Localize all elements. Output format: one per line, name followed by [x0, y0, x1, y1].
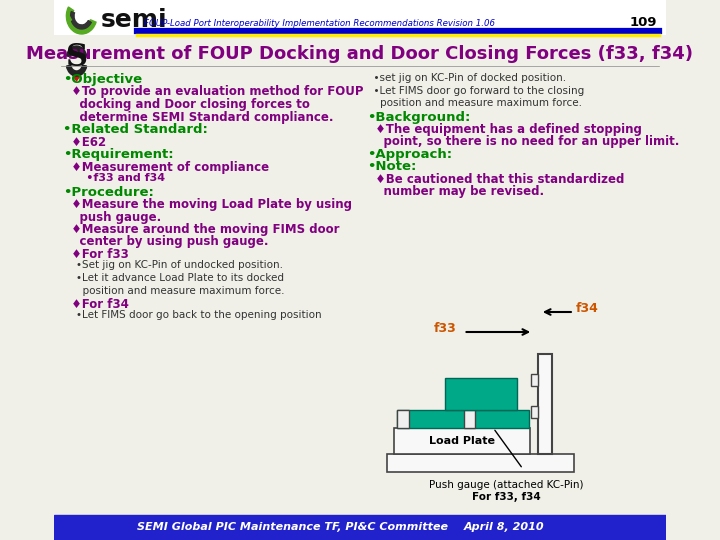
Bar [531, 374, 539, 386]
Text: f34: f34 [575, 302, 598, 315]
Wedge shape [66, 7, 96, 34]
Text: ♦For f34: ♦For f34 [63, 298, 129, 311]
Text: ♦Measure around the moving FIMS door: ♦Measure around the moving FIMS door [63, 223, 340, 236]
Text: •Procedure:: •Procedure: [63, 186, 154, 199]
Text: •set jig on KC-Pin of docked position.: •set jig on KC-Pin of docked position. [366, 73, 566, 83]
Text: semi: semi [100, 8, 167, 32]
Bar [55, 515, 665, 540]
Text: For f33, f34: For f33, f34 [472, 492, 540, 502]
Text: •f33 and f34: •f33 and f34 [63, 173, 165, 183]
Text: SEMI Global PIC Maintenance TF, PI&C Committee: SEMI Global PIC Maintenance TF, PI&C Com… [137, 523, 448, 532]
Wedge shape [71, 11, 91, 29]
Wedge shape [66, 46, 86, 57]
Text: ♦The equipment has a defined stopping: ♦The equipment has a defined stopping [366, 123, 642, 136]
Text: •Let it advance Load Plate to its docked: •Let it advance Load Plate to its docked [63, 273, 284, 283]
Text: push gauge.: push gauge. [63, 211, 161, 224]
Text: •Objective: •Objective [63, 73, 142, 86]
Text: docking and Door closing forces to: docking and Door closing forces to [63, 98, 310, 111]
Text: Load Plate: Load Plate [429, 436, 495, 446]
Bar [445, 378, 517, 410]
Text: •Related Standard:: •Related Standard: [63, 123, 208, 136]
Text: ♦E62: ♦E62 [63, 136, 106, 148]
Text: center by using push gauge.: center by using push gauge. [63, 235, 269, 248]
Text: position and measure maximum force.: position and measure maximum force. [366, 98, 582, 108]
Bar [397, 410, 409, 428]
Text: FOUP-Load Port Interoperability Implementation Recommendations Revision 1.06: FOUP-Load Port Interoperability Implemen… [143, 18, 495, 28]
Text: ♦Be cautioned that this standardized: ♦Be cautioned that this standardized [366, 173, 624, 186]
Text: position and measure maximum force.: position and measure maximum force. [63, 286, 284, 295]
Bar [464, 410, 475, 428]
Bar [387, 454, 574, 472]
Text: number may be revised.: number may be revised. [366, 186, 544, 199]
Text: ♦Measurement of compliance: ♦Measurement of compliance [63, 160, 269, 173]
Bar [531, 406, 539, 418]
Text: •Requirement:: •Requirement: [63, 148, 174, 161]
Text: S: S [66, 42, 88, 72]
Bar [397, 410, 529, 428]
Bar [55, 0, 665, 35]
Text: determine SEMI Standard compliance.: determine SEMI Standard compliance. [63, 111, 333, 124]
Polygon shape [70, 72, 84, 82]
Text: f33: f33 [434, 322, 456, 335]
Text: •Let FIMS door go forward to the closing: •Let FIMS door go forward to the closing [366, 85, 584, 96]
Bar [539, 354, 552, 454]
Text: point, so there is no need for an upper limit.: point, so there is no need for an upper … [366, 136, 679, 148]
Text: Measurement of FOUP Docking and Door Closing Forces (f33, f34): Measurement of FOUP Docking and Door Clo… [27, 45, 693, 63]
Text: ♦Measure the moving Load Plate by using: ♦Measure the moving Load Plate by using [63, 198, 352, 211]
Text: •Approach:: •Approach: [366, 148, 452, 161]
Bar [394, 428, 530, 454]
Text: •Note:: •Note: [366, 160, 416, 173]
Text: •Set jig on KC-Pin of undocked position.: •Set jig on KC-Pin of undocked position. [63, 260, 283, 271]
Wedge shape [66, 65, 86, 76]
Polygon shape [67, 14, 72, 24]
Text: Push gauge (attached KC-Pin): Push gauge (attached KC-Pin) [428, 480, 583, 490]
Text: April 8, 2010: April 8, 2010 [464, 523, 544, 532]
Text: •Let FIMS door go back to the opening position: •Let FIMS door go back to the opening po… [63, 310, 322, 321]
Text: 109: 109 [629, 17, 657, 30]
Text: •Background:: •Background: [366, 111, 470, 124]
Text: ♦To provide an evaluation method for FOUP: ♦To provide an evaluation method for FOU… [63, 85, 364, 98]
Text: ♦For f33: ♦For f33 [63, 248, 129, 261]
